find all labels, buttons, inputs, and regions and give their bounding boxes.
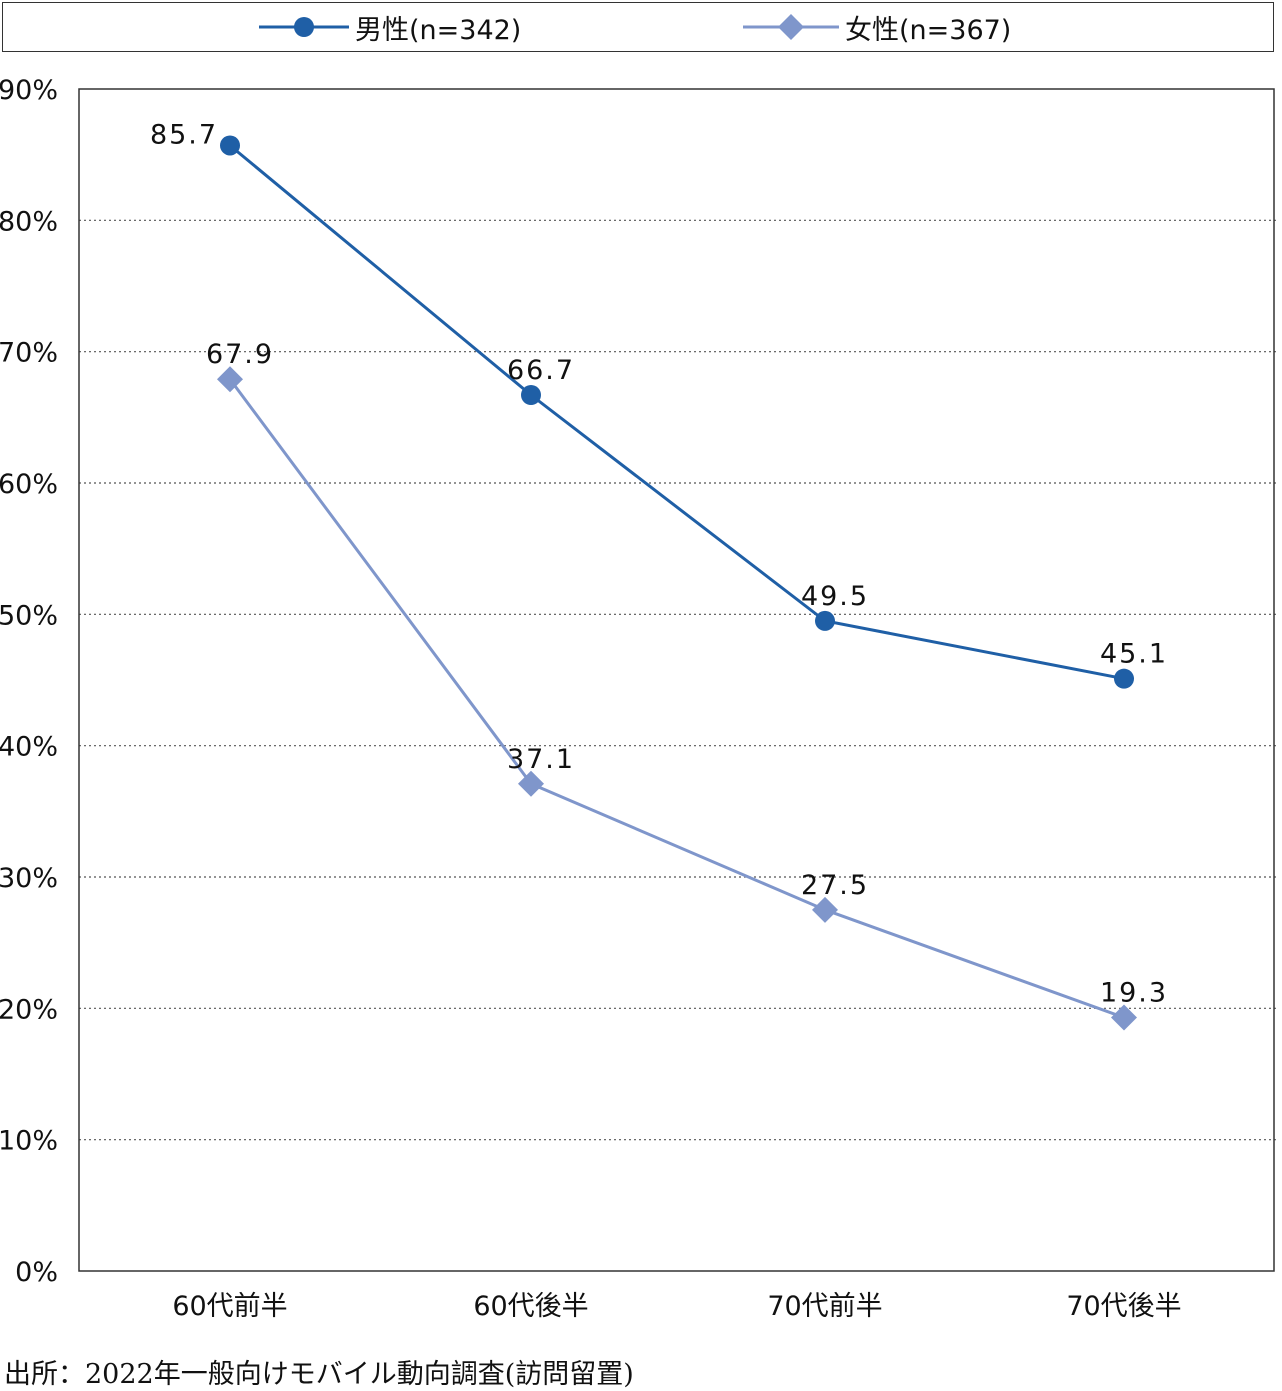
data-label: 45.1 (1100, 639, 1168, 670)
data-label: 19.3 (1100, 978, 1168, 1009)
data-point-diamond (812, 896, 838, 923)
x-category-label: 60代前半 (172, 1291, 287, 1322)
x-category-label: 70代前半 (767, 1291, 882, 1322)
legend-label-male: 男性(n=342) (355, 14, 522, 46)
data-label: 27.5 (801, 870, 869, 901)
legend-item-female: 女性(n=367) (743, 3, 1011, 51)
data-label: 37.1 (507, 744, 575, 775)
data-point-circle (815, 610, 835, 631)
y-tick-label: 10% (0, 1126, 58, 1157)
data-label: 66.7 (507, 355, 575, 386)
data-point-diamond (1111, 1004, 1137, 1031)
legend-item-male: 男性(n=342) (259, 3, 521, 51)
source-note: 出所：2022年一般向けモバイル動向調査(訪問留置) (4, 1359, 634, 1390)
line-chart: 0% 10% 20% 30% 40% 50% 60% 70% 80% 90% 60代前半 60代後半 7… (0, 75, 1278, 1322)
x-category-label: 70代後半 (1066, 1291, 1181, 1322)
data-point-diamond (217, 366, 243, 393)
y-tick-label: 40% (0, 732, 58, 763)
plot-area-frame (78, 88, 1275, 1272)
chart-legend: 男性(n=342) 女性(n=367) (2, 2, 1274, 52)
data-label: 85.7 (150, 119, 218, 150)
data-point-circle (521, 385, 541, 406)
data-point-circle (1114, 668, 1134, 689)
y-tick-label: 50% (0, 600, 58, 631)
data-point-diamond (518, 770, 544, 797)
x-category-label: 60代後半 (473, 1291, 588, 1322)
y-tick-label: 70% (0, 338, 58, 369)
data-point-circle (220, 135, 240, 156)
y-tick-label: 30% (0, 863, 58, 894)
y-tick-label: 20% (0, 994, 58, 1025)
data-label: 67.9 (206, 339, 274, 370)
legend-label-female: 女性(n=367) (845, 14, 1012, 46)
y-tick-label: 0% (15, 1257, 58, 1288)
y-tick-label: 80% (0, 206, 58, 237)
data-label: 49.5 (801, 581, 869, 612)
series-line-male (229, 144, 1125, 681)
y-tick-label: 60% (0, 469, 58, 500)
legend-line-diamond-icon (743, 14, 839, 40)
y-tick-label: 90% (0, 75, 58, 106)
series-line-female (228, 378, 1125, 1019)
legend-line-circle-icon (259, 17, 349, 37)
